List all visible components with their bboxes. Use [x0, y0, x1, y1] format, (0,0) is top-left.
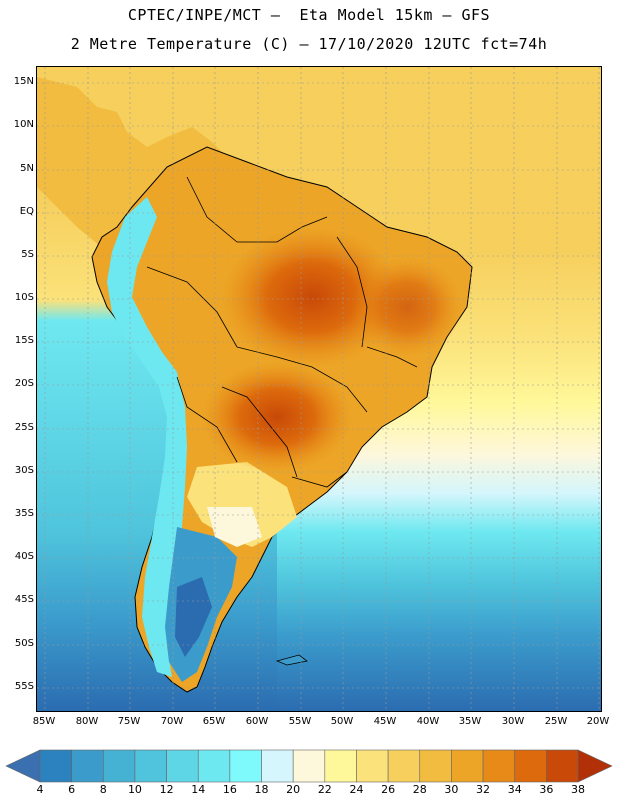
- longitude-label: 65W: [202, 716, 226, 727]
- latitude-label: 30S: [14, 465, 34, 476]
- longitude-label: 70W: [160, 716, 184, 727]
- colorbar-swatch: [102, 749, 136, 783]
- longitude-label: 85W: [32, 716, 56, 727]
- colorbar-swatch: [419, 749, 452, 783]
- colorbar-tick-label: 6: [68, 783, 76, 796]
- longitude-label: 35W: [458, 716, 482, 727]
- colorbar-swatch: [546, 749, 579, 783]
- longitude-label: 45W: [373, 716, 397, 727]
- colorbar-tick-label: 22: [317, 783, 332, 796]
- colorbar-swatch: [292, 749, 326, 783]
- latitude-label: 25S: [14, 422, 34, 433]
- colorbar-tick-label: 14: [191, 783, 206, 796]
- latitude-label: 50S: [14, 638, 34, 649]
- map-canvas: [37, 67, 601, 711]
- colorbar-tick-label: 12: [159, 783, 174, 796]
- longitude-label: 60W: [245, 716, 269, 727]
- latitude-label: 55S: [14, 681, 34, 692]
- colorbar-swatch: [387, 749, 421, 783]
- latitude-label: 10S: [14, 292, 34, 303]
- longitude-label: 30W: [501, 716, 525, 727]
- colorbar-max-arrow: [577, 749, 613, 783]
- colorbar-swatch: [324, 749, 357, 783]
- colorbar-tick-label: 24: [349, 783, 364, 796]
- colorbar-tick-label: 30: [444, 783, 459, 796]
- graticule: [37, 67, 601, 711]
- colorbar-swatch: [451, 749, 484, 783]
- latitude-label: 10N: [13, 119, 34, 130]
- colorbar-tick-label: 26: [381, 783, 396, 796]
- colorbar-tick-label: 10: [127, 783, 142, 796]
- colorbar-swatch: [356, 749, 389, 783]
- latitude-label: 40S: [14, 551, 34, 562]
- colorbar-tick-label: 16: [222, 783, 237, 796]
- latitude-label: 45S: [14, 594, 34, 605]
- latitude-label: 35S: [14, 508, 34, 519]
- colorbar-swatch: [166, 749, 199, 783]
- pampas-zone: [207, 507, 262, 547]
- central-america-land: [37, 77, 227, 252]
- latitude-label: 15S: [14, 335, 34, 346]
- map-title-line-1: CPTEC/INPE/MCT – Eta Model 15km – GFS: [127, 6, 491, 24]
- falkland-islands: [275, 654, 308, 666]
- longitude-label: 55W: [288, 716, 312, 727]
- longitude-label: 40W: [416, 716, 440, 727]
- amazon-hot-zone: [222, 227, 402, 367]
- longitude-label: 25W: [544, 716, 568, 727]
- colorbar-swatch: [261, 749, 294, 783]
- colorbar-swatch: [482, 749, 516, 783]
- map-title-line-2: 2 Metre Temperature (C) – 17/10/2020 12U…: [70, 35, 548, 53]
- colorbar-tick-label: 8: [99, 783, 107, 796]
- northeast-hot-zone: [352, 257, 462, 357]
- patagonia-coldest-zone: [175, 577, 212, 657]
- colorbar-swatch: [229, 749, 262, 783]
- latitude-label: EQ: [19, 206, 34, 217]
- colorbar-swatch: [514, 749, 547, 783]
- latitude-label: 15N: [13, 76, 34, 87]
- colorbar-tick-label: 4: [36, 783, 44, 796]
- colorbar-tick-label: 18: [254, 783, 269, 796]
- colorbar-min-arrow: [5, 749, 41, 783]
- colorbar-swatch: [197, 749, 231, 783]
- chaco-hot-zone: [202, 362, 352, 472]
- longitude-label: 80W: [75, 716, 99, 727]
- temperature-map[interactable]: [36, 66, 602, 712]
- longitude-label: 50W: [330, 716, 354, 727]
- country-borders: [146, 176, 418, 488]
- colorbar-swatch: [39, 749, 72, 783]
- longitude-label: 20W: [586, 716, 610, 727]
- colorbar-swatch: [134, 749, 167, 783]
- latitude-label: 5N: [20, 163, 34, 174]
- colorbar-tick-label: 20: [286, 783, 301, 796]
- colorbar-tick-label: 38: [571, 783, 585, 796]
- colorbar-tick-label: 34: [507, 783, 522, 796]
- longitude-label: 75W: [117, 716, 141, 727]
- colorbar-tick-label: 36: [539, 783, 554, 796]
- colorbar-tick-label: 32: [476, 783, 491, 796]
- andes-cool-zone: [107, 197, 187, 677]
- colorbar-tick-label: 28: [412, 783, 427, 796]
- latitude-label: 5S: [21, 249, 34, 260]
- latitude-label: 20S: [14, 378, 34, 389]
- colorbar-swatch: [71, 749, 104, 783]
- temperature-colorbar: [5, 749, 613, 783]
